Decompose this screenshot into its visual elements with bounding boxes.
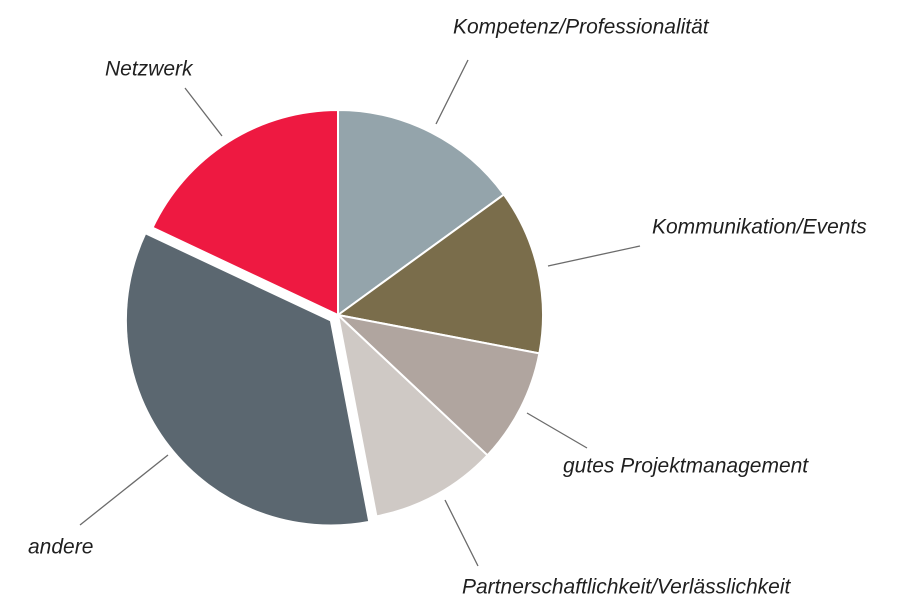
slice-label: Kompetenz/Professionalität (453, 16, 710, 39)
pie-slice (124, 231, 371, 527)
leader-line (547, 245, 641, 267)
slice-label: gutes Projektmanagement (563, 455, 809, 478)
leader-line (184, 87, 223, 137)
leader-line (526, 412, 588, 449)
slice-label: Netzwerk (105, 58, 194, 81)
pie-slice (336, 312, 489, 518)
leader-line (79, 454, 169, 526)
pie-slice (334, 313, 541, 457)
pie-slice (337, 108, 506, 317)
leader-line (435, 59, 469, 125)
pie-slice (151, 108, 339, 317)
slice-label: Partnerschaftlichkeit/Verlässlichkeit (462, 576, 792, 599)
slice-label: Kommunikation/Events (652, 216, 867, 239)
leader-line (444, 499, 479, 567)
pie-slice (335, 193, 544, 355)
slice-label: andere (28, 536, 93, 559)
